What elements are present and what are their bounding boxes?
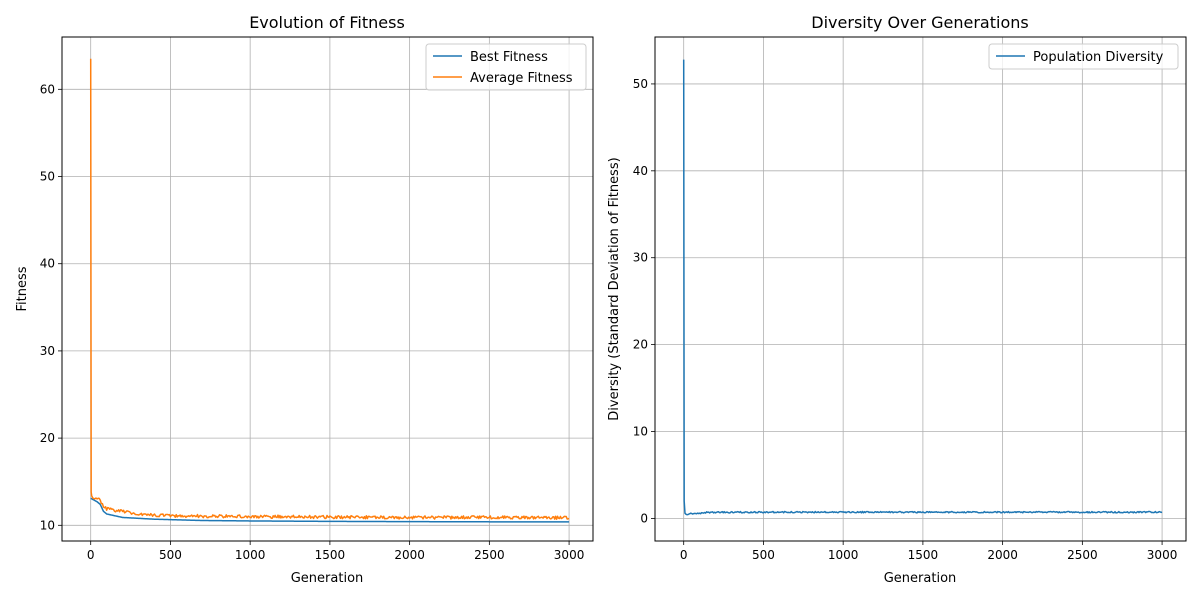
diversity-legend: Population Diversity <box>988 43 1179 70</box>
x-tick-label: 2500 <box>474 548 505 562</box>
diversity-plot-area <box>655 37 1186 541</box>
x-tick-label: 2500 <box>1067 548 1098 562</box>
y-tick-label: 20 <box>40 431 55 445</box>
y-tick-label: 30 <box>40 344 55 358</box>
y-tick-label: 50 <box>40 170 55 184</box>
fitness-ticks: 0 500 1000 1500 2000 2500 3000 10 20 30 40 50 60 <box>40 82 585 562</box>
fitness-plot-area <box>62 37 593 541</box>
population-diversity-line <box>682 59 1163 516</box>
diversity-legend-box <box>988 43 1179 70</box>
diversity-x-axis-label: Generation <box>884 571 957 586</box>
x-tick-label: 0 <box>87 548 95 562</box>
y-tick-label: 60 <box>40 82 55 96</box>
y-tick-label: 0 <box>640 511 648 525</box>
x-tick-label: 2000 <box>987 548 1018 562</box>
x-tick-label: 3000 <box>554 548 585 562</box>
legend-label-average-fitness: Average Fitness <box>470 71 573 86</box>
fitness-legend-box <box>425 43 587 91</box>
x-tick-label: 500 <box>752 548 775 562</box>
fitness-chart: 0 500 1000 1500 2000 2500 3000 10 20 30 40 50 60 Evo… <box>15 13 594 586</box>
y-tick-label: 40 <box>633 164 648 178</box>
x-tick-label: 0 <box>680 548 688 562</box>
y-tick-label: 20 <box>633 338 648 352</box>
x-tick-label: 1500 <box>908 548 939 562</box>
fitness-y-axis-label: Fitness <box>15 266 30 311</box>
legend-label-population-diversity: Population Diversity <box>1033 50 1164 65</box>
diversity-grid <box>655 37 1186 541</box>
fitness-series <box>89 58 570 523</box>
x-tick-label: 3000 <box>1147 548 1178 562</box>
diversity-ticks: 0 500 1000 1500 2000 2500 3000 0 10 20 30 40 50 <box>633 77 1178 562</box>
y-tick-label: 10 <box>40 518 55 532</box>
diversity-chart-title: Diversity Over Generations <box>811 13 1028 32</box>
x-tick-label: 1000 <box>235 548 266 562</box>
y-tick-label: 50 <box>633 77 648 91</box>
diversity-axes-frame <box>654 36 1187 542</box>
x-tick-label: 500 <box>159 548 182 562</box>
fitness-chart-title: Evolution of Fitness <box>249 13 405 32</box>
y-tick-label: 30 <box>633 251 648 265</box>
x-tick-label: 1500 <box>315 548 346 562</box>
legend-label-best-fitness: Best Fitness <box>470 50 548 65</box>
average-fitness-line <box>89 58 570 520</box>
x-tick-label: 2000 <box>394 548 425 562</box>
y-tick-label: 10 <box>633 425 648 439</box>
best-fitness-line <box>90 497 570 523</box>
fitness-legend: Best Fitness Average Fitness <box>425 43 587 91</box>
x-tick-label: 1000 <box>828 548 859 562</box>
diversity-chart: 0 500 1000 1500 2000 2500 3000 0 10 20 30 40 50 Dive… <box>607 13 1187 586</box>
fitness-x-axis-label: Generation <box>291 571 364 586</box>
fitness-axes-frame <box>61 36 594 542</box>
y-tick-label: 40 <box>40 257 55 271</box>
diversity-y-axis-label: Diversity (Standard Deviation of Fitness… <box>607 157 622 420</box>
diversity-series <box>682 59 1163 516</box>
